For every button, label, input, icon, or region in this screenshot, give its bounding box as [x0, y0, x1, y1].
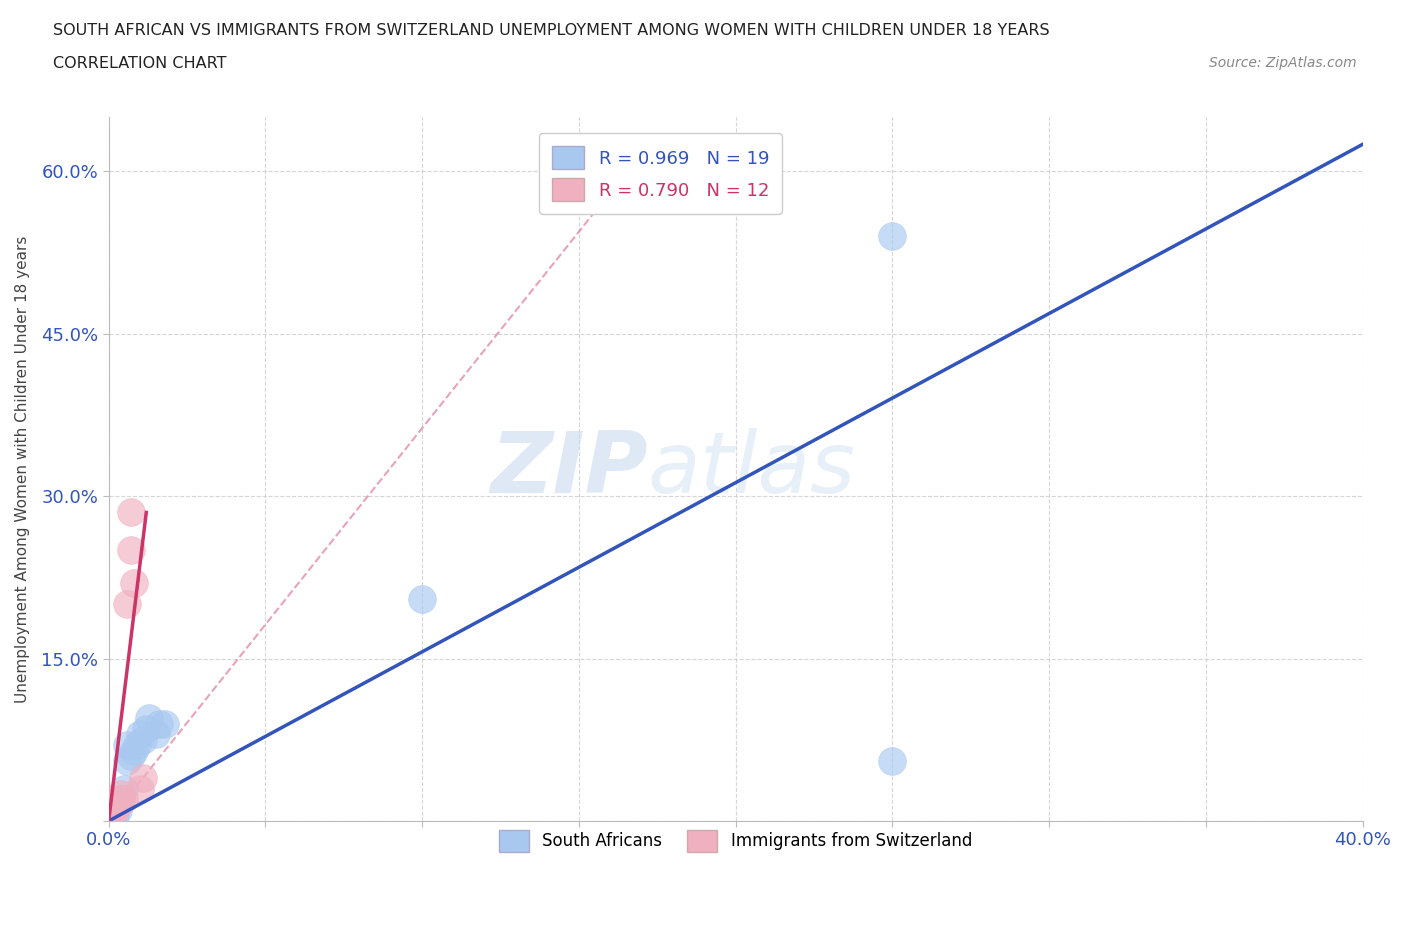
- Point: [129, 727, 152, 742]
- Point: [104, 808, 127, 823]
- Point: [112, 791, 135, 806]
- Point: [148, 716, 170, 731]
- Point: [153, 716, 176, 731]
- Text: Source: ZipAtlas.com: Source: ZipAtlas.com: [1209, 56, 1357, 70]
- Point: [112, 781, 135, 796]
- Point: [117, 597, 139, 612]
- Point: [122, 576, 145, 591]
- Point: [104, 803, 127, 817]
- Point: [882, 754, 904, 769]
- Point: [120, 749, 142, 764]
- Point: [132, 770, 155, 785]
- Point: [129, 781, 152, 796]
- Point: [135, 722, 157, 737]
- Point: [145, 727, 167, 742]
- Point: [107, 797, 129, 812]
- Point: [125, 737, 148, 752]
- Point: [411, 591, 433, 606]
- Point: [110, 787, 132, 802]
- Point: [882, 229, 904, 244]
- Point: [120, 543, 142, 558]
- Text: ZIP: ZIP: [491, 428, 648, 511]
- Point: [122, 743, 145, 758]
- Point: [117, 737, 139, 752]
- Text: SOUTH AFRICAN VS IMMIGRANTS FROM SWITZERLAND UNEMPLOYMENT AMONG WOMEN WITH CHILD: SOUTH AFRICAN VS IMMIGRANTS FROM SWITZER…: [53, 23, 1050, 38]
- Point: [138, 711, 160, 725]
- Point: [107, 803, 129, 817]
- Text: atlas: atlas: [648, 428, 856, 511]
- Point: [110, 791, 132, 806]
- Point: [101, 808, 124, 823]
- Point: [117, 754, 139, 769]
- Point: [132, 732, 155, 747]
- Point: [120, 505, 142, 520]
- Text: CORRELATION CHART: CORRELATION CHART: [53, 56, 226, 71]
- Point: [110, 791, 132, 806]
- Legend: South Africans, Immigrants from Switzerland: South Africans, Immigrants from Switzerl…: [492, 824, 979, 858]
- Y-axis label: Unemployment Among Women with Children Under 18 years: Unemployment Among Women with Children U…: [15, 235, 30, 703]
